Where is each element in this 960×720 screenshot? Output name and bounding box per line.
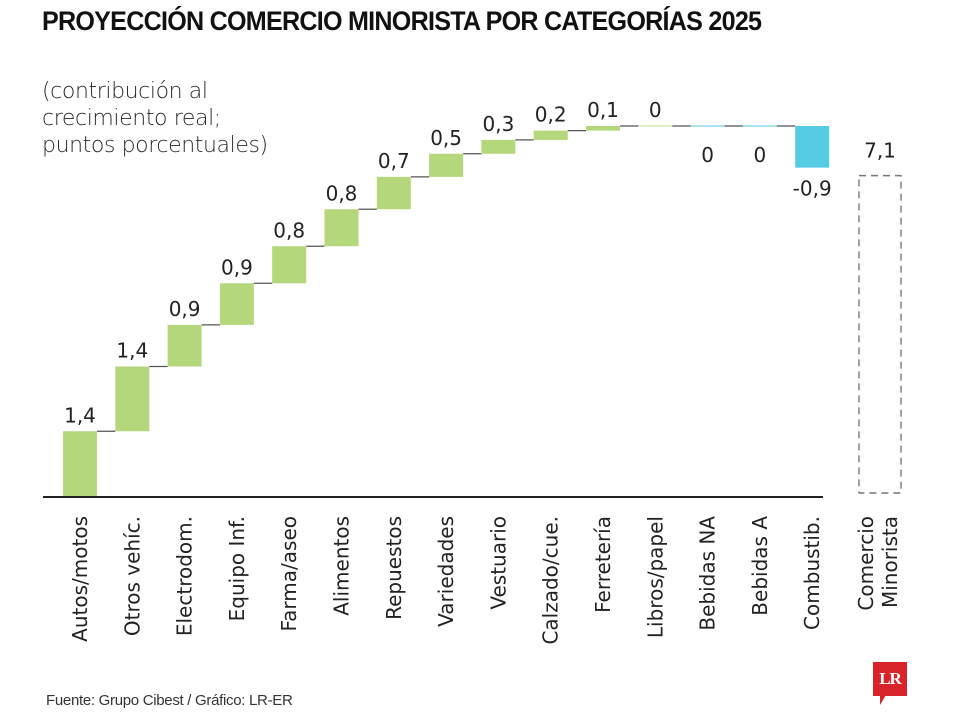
value-label-8: 0,3 bbox=[482, 112, 514, 136]
category-label-3: Equipo Inf. bbox=[225, 516, 249, 621]
value-label-5: 0,8 bbox=[326, 181, 358, 205]
category-label-5: Alimentos bbox=[330, 516, 354, 616]
subtitle-line: puntos porcentuales) bbox=[42, 133, 268, 158]
category-label-11: Libros/papel bbox=[643, 516, 667, 638]
total-bar bbox=[858, 174, 902, 494]
value-label-10: 0,1 bbox=[587, 98, 619, 122]
value-label-13: 0 bbox=[754, 143, 767, 167]
value-label-12: 0 bbox=[701, 143, 714, 167]
bar-3 bbox=[219, 283, 254, 325]
category-label-14: Combustib. bbox=[800, 516, 824, 630]
value-label-9: 0,2 bbox=[535, 103, 567, 127]
bar-11 bbox=[638, 125, 673, 127]
value-label-4: 0,8 bbox=[273, 218, 305, 242]
value-label-11: 0 bbox=[649, 98, 662, 122]
value-label-7: 0,5 bbox=[430, 126, 462, 150]
total-category-label-0: Comercio bbox=[854, 516, 878, 611]
category-label-9: Calzado/cue. bbox=[539, 516, 563, 645]
category-label-8: Vestuario bbox=[486, 516, 510, 610]
category-label-6: Repuestos bbox=[382, 516, 406, 620]
bars-layer bbox=[63, 125, 830, 496]
value-label-3: 0,9 bbox=[221, 255, 253, 279]
chart-title: PROYECCIÓN COMERCIO MINORISTA POR CATEGO… bbox=[42, 6, 762, 36]
value-label-6: 0,7 bbox=[378, 149, 410, 173]
connectors-layer bbox=[97, 125, 796, 432]
bar-5 bbox=[324, 209, 359, 247]
lr-logo: LR bbox=[873, 662, 907, 696]
subtitle-line: (contribución al bbox=[42, 79, 208, 104]
category-label-1: Otros vehíc. bbox=[120, 516, 144, 636]
value-label-14: -0,9 bbox=[793, 177, 832, 201]
bar-2 bbox=[167, 324, 202, 367]
bar-13 bbox=[742, 125, 777, 127]
total-value-label: 7,1 bbox=[864, 139, 896, 163]
bar-12 bbox=[690, 125, 725, 127]
total-layer: 7,1 Comercio Minorista bbox=[854, 139, 902, 611]
category-label-0: Autos/motos bbox=[68, 516, 92, 642]
value-label-0: 1,4 bbox=[64, 403, 96, 427]
total-category-label-1: Minorista bbox=[878, 516, 902, 608]
bar-6 bbox=[376, 176, 411, 210]
bar-8 bbox=[481, 139, 516, 154]
bar-1 bbox=[115, 366, 150, 432]
bar-9 bbox=[533, 130, 568, 140]
category-label-2: Electrodom. bbox=[173, 516, 197, 636]
category-label-10: Ferretería bbox=[591, 516, 615, 613]
value-label-2: 0,9 bbox=[169, 297, 201, 321]
bar-7 bbox=[429, 153, 464, 177]
source-note: Fuente: Grupo Cibest / Gráfico: LR-ER bbox=[46, 692, 293, 709]
category-label-12: Bebidas NA bbox=[696, 516, 720, 631]
bar-14 bbox=[795, 126, 830, 168]
subtitle-line: crecimiento real; bbox=[42, 106, 221, 131]
bar-0 bbox=[63, 431, 97, 496]
category-labels-layer: Autos/motos Otros vehíc. Electrodom. Equipo… bbox=[68, 516, 824, 645]
bar-4 bbox=[272, 246, 307, 284]
bar-10 bbox=[586, 126, 620, 131]
chart-subtitle: (contribución al crecimiento real; punto… bbox=[42, 78, 268, 159]
category-label-13: Bebidas A bbox=[748, 516, 772, 616]
lr-logo-tail bbox=[880, 695, 886, 705]
category-label-4: Farma/aseo bbox=[277, 516, 301, 632]
value-labels-layer: 1,4 1,4 0,9 0,9 0,8 0,8 0,7 0,5 0,3 0,2 0,1 0 0 0 -0,9 bbox=[64, 98, 832, 427]
value-label-1: 1,4 bbox=[116, 339, 148, 363]
category-label-7: Variedades bbox=[434, 516, 458, 627]
